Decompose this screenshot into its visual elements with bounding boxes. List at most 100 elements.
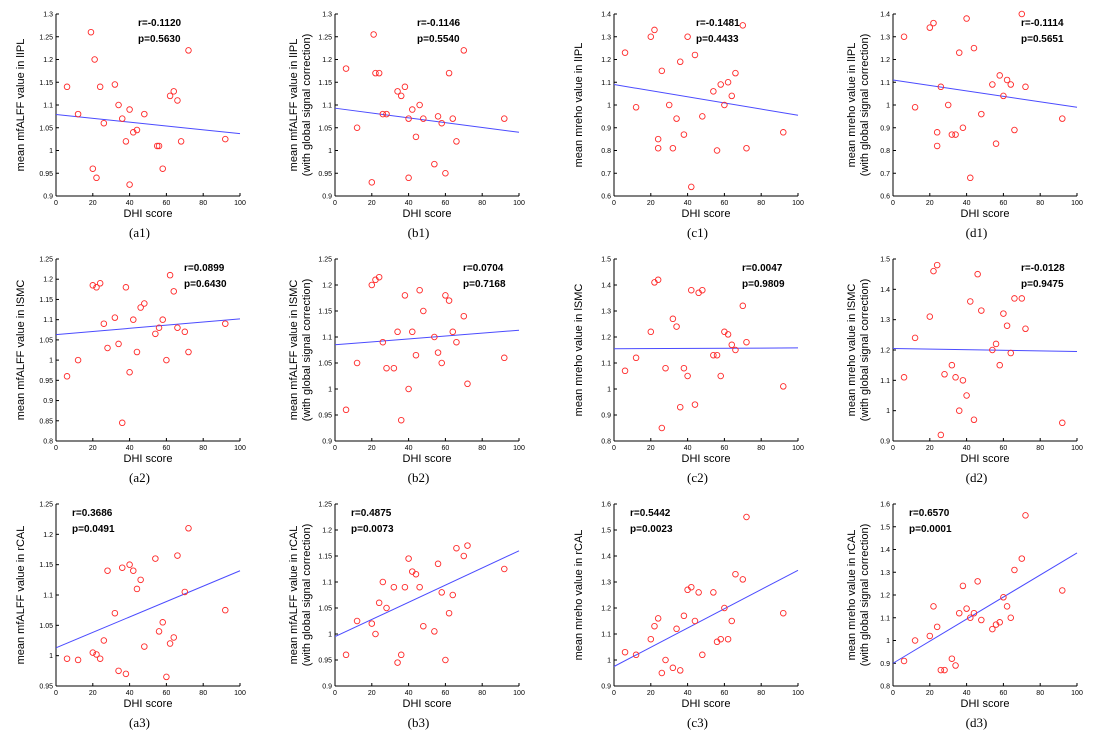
stat-r-value: r=0.0899 bbox=[184, 263, 225, 274]
data-point bbox=[181, 588, 189, 596]
data-point bbox=[442, 292, 449, 299]
data-point bbox=[1022, 512, 1029, 519]
data-point bbox=[464, 380, 471, 388]
y-tick-label: 0.6 bbox=[601, 194, 611, 201]
y-tick-label: 0.95 bbox=[318, 413, 332, 420]
regression-line bbox=[892, 79, 1078, 108]
data-point bbox=[1059, 587, 1066, 594]
data-point bbox=[780, 383, 787, 390]
stat-p-value: p=0.5630 bbox=[138, 34, 181, 45]
scatter-plot-c2: 0 20 40 60 80 100 0.8 0.9 1 1.1 1.2 1.3 1.4 1.5 r=0.00… bbox=[573, 257, 804, 466]
scatter-plot-b2: 0 20 40 60 80 100 0.9 0.95 1 1.05 1.1 1.15 1.2 1.25 r=… bbox=[288, 257, 525, 466]
x-tick-label: 60 bbox=[163, 690, 171, 697]
data-point bbox=[445, 609, 453, 617]
data-point bbox=[647, 635, 655, 643]
x-tick-label: 100 bbox=[234, 445, 246, 452]
panel-caption: (a1) bbox=[129, 225, 150, 240]
data-point bbox=[438, 119, 445, 127]
x-tick-label: 80 bbox=[199, 690, 207, 697]
y-tick-label: 1.3 bbox=[880, 570, 890, 577]
stat-r-value: r=-0.1146 bbox=[417, 18, 461, 29]
data-point bbox=[453, 544, 460, 552]
data-point bbox=[185, 348, 192, 356]
data-point bbox=[967, 298, 974, 305]
x-tick-label: 100 bbox=[792, 200, 804, 207]
data-point bbox=[699, 113, 706, 120]
x-axis-label: DHI score bbox=[682, 698, 731, 710]
data-point bbox=[166, 271, 174, 279]
data-point bbox=[900, 33, 908, 41]
data-point bbox=[680, 364, 688, 372]
data-point bbox=[111, 81, 119, 88]
data-point bbox=[74, 656, 82, 664]
data-point bbox=[691, 401, 699, 408]
x-tick-label: 20 bbox=[926, 200, 934, 207]
y-axis-label: mean mfALFF value in rCAL bbox=[288, 526, 300, 665]
data-point bbox=[1011, 295, 1018, 302]
data-point bbox=[372, 630, 379, 638]
data-point bbox=[96, 655, 104, 662]
data-point bbox=[409, 106, 416, 113]
stat-p-value: p=0.6430 bbox=[184, 279, 227, 290]
data-point bbox=[933, 129, 941, 136]
data-point bbox=[449, 328, 457, 336]
data-point bbox=[654, 615, 662, 622]
data-point bbox=[379, 578, 387, 586]
scatter-plot-b3: 0 20 40 60 80 100 0.9 0.95 1 1.05 1.1 1.15 1.2 1.25 r=… bbox=[288, 502, 525, 711]
data-point bbox=[152, 330, 159, 338]
data-point bbox=[177, 138, 185, 145]
y-tick-label: 0.9 bbox=[880, 661, 890, 668]
data-point bbox=[724, 331, 732, 338]
data-point bbox=[963, 605, 970, 612]
data-point bbox=[974, 578, 981, 585]
data-point bbox=[383, 604, 390, 612]
data-point bbox=[375, 69, 383, 77]
y-tick-label: 1.3 bbox=[601, 309, 611, 316]
data-point bbox=[185, 525, 192, 532]
chart-panel-d3: 0 20 40 60 80 100 0.8 0.9 1 1.1 1.2 1.3 1.4 1.5 1.6 r=0… bbox=[837, 490, 1116, 735]
y-tick-label: 0.95 bbox=[39, 684, 53, 691]
y-tick-label: 1.1 bbox=[601, 361, 611, 368]
data-point bbox=[647, 328, 655, 336]
y-tick-label: 1.2 bbox=[880, 57, 890, 64]
data-point bbox=[104, 567, 111, 574]
data-point bbox=[944, 101, 952, 109]
x-tick-label: 20 bbox=[89, 690, 97, 697]
data-point bbox=[368, 179, 376, 186]
data-point bbox=[989, 81, 996, 88]
data-point bbox=[460, 312, 468, 320]
y-tick-label: 1.3 bbox=[601, 580, 611, 587]
regression-line bbox=[55, 318, 241, 336]
data-point bbox=[996, 619, 1003, 626]
x-tick-label: 80 bbox=[478, 690, 486, 697]
data-point bbox=[342, 651, 350, 659]
panel-caption: (c2) bbox=[687, 470, 708, 485]
y-axis-label: (with global signal correction) bbox=[859, 279, 871, 421]
data-point bbox=[992, 340, 1000, 348]
y-axis-label: mean mfALFF value in lIPL bbox=[288, 39, 300, 172]
stat-r-value: r=0.5442 bbox=[630, 508, 671, 519]
data-point bbox=[632, 651, 640, 659]
scatter-plot-d1: 0 20 40 60 80 100 0.6 0.7 0.8 0.9 1 1.1 1.2 1.3 1.4 r=-… bbox=[846, 10, 1083, 220]
data-point bbox=[963, 15, 970, 22]
data-point bbox=[431, 160, 438, 168]
y-tick-label: 1 bbox=[328, 387, 332, 394]
data-point bbox=[153, 142, 161, 150]
data-point bbox=[952, 374, 959, 381]
regression-line bbox=[334, 107, 520, 133]
y-tick-label: 1.1 bbox=[43, 103, 53, 110]
data-point bbox=[122, 670, 130, 678]
data-point bbox=[383, 364, 390, 372]
data-point bbox=[662, 364, 669, 372]
data-point bbox=[1007, 614, 1015, 621]
data-point bbox=[89, 165, 97, 172]
data-point bbox=[501, 354, 508, 362]
chart-panel-a2: 0 20 40 60 80 100 0.8 0.85 0.9 0.95 1 1.05 1.1 1.15 1.… bbox=[0, 245, 279, 490]
data-point bbox=[420, 115, 427, 122]
stat-p-value: p=0.0023 bbox=[630, 524, 673, 535]
y-tick-label: 1 bbox=[886, 638, 890, 645]
x-tick-label: 60 bbox=[1000, 690, 1008, 697]
x-tick-label: 40 bbox=[963, 200, 971, 207]
data-point bbox=[93, 174, 100, 182]
data-point bbox=[948, 361, 956, 369]
